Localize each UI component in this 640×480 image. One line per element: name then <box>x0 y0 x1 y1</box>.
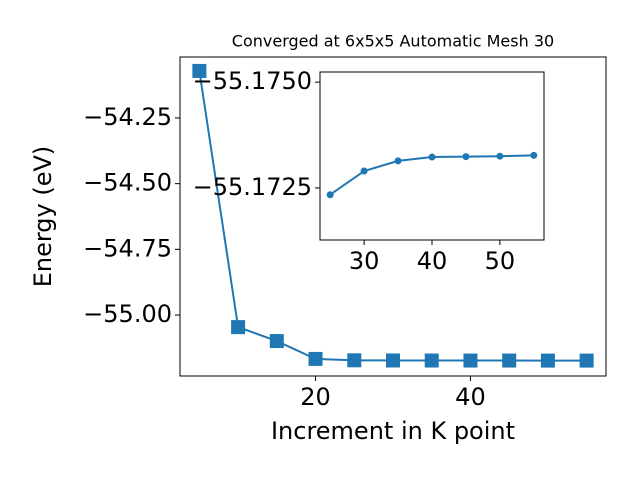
x-tick-label: 30 <box>349 247 380 275</box>
marker <box>462 153 470 161</box>
marker <box>502 353 517 368</box>
y-tick-label: −54.75 <box>83 234 172 262</box>
marker <box>326 191 334 199</box>
y-tick-label: −55.1750 <box>193 67 312 95</box>
marker <box>463 353 478 368</box>
marker <box>394 157 402 165</box>
marker <box>386 353 400 368</box>
x-tick-label: 50 <box>485 247 516 275</box>
y-tick-label: −55.1725 <box>193 173 312 201</box>
y-tick-label: −54.25 <box>83 103 172 131</box>
marker <box>424 353 439 368</box>
marker <box>269 334 284 349</box>
y-tick-label: −54.50 <box>83 169 172 197</box>
marker <box>347 353 362 368</box>
marker <box>360 167 368 175</box>
x-axis-label: Increment in K point <box>271 417 515 445</box>
x-tick-label: 20 <box>300 383 331 411</box>
marker <box>540 353 555 368</box>
chart-title: Converged at 6x5x5 Automatic Mesh 30 <box>232 32 554 51</box>
marker <box>428 153 436 161</box>
y-tick-label: −55.00 <box>83 300 172 328</box>
x-tick-label: 40 <box>455 383 486 411</box>
marker <box>579 353 594 368</box>
marker <box>231 320 246 335</box>
marker <box>308 351 323 366</box>
y-axis-label: Energy (eV) <box>29 146 57 288</box>
marker <box>496 152 504 160</box>
x-tick-label: 40 <box>417 247 448 275</box>
marker <box>530 151 538 159</box>
marker <box>192 63 207 78</box>
